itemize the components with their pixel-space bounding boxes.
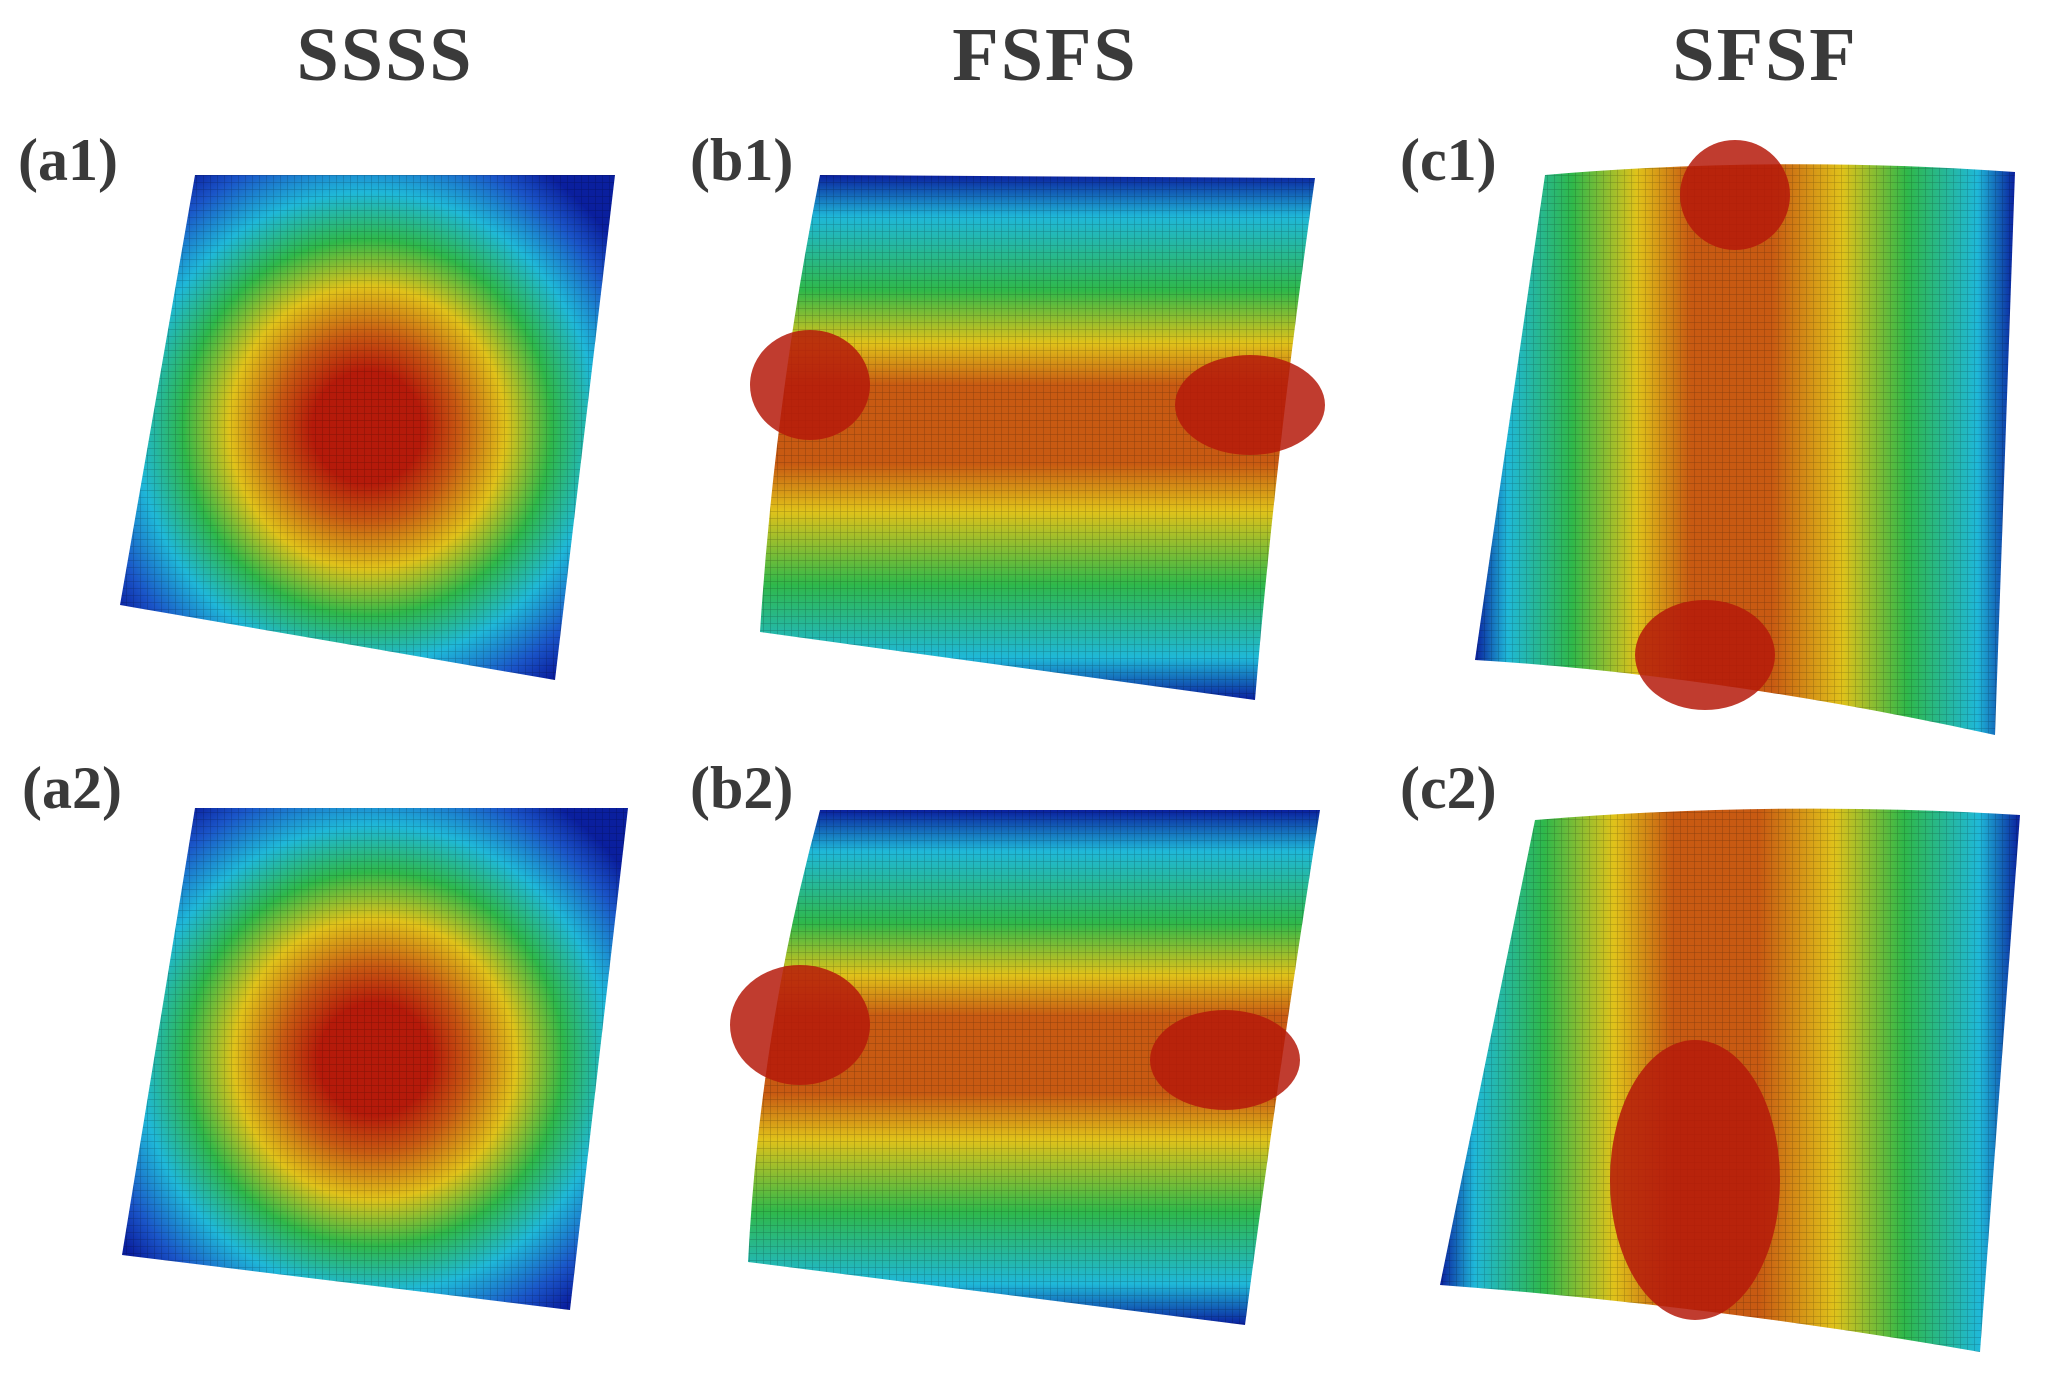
mode-shape-a1 (120, 175, 615, 680)
panel-label-b2: (b2) (690, 755, 793, 821)
mode-shape-c1 (1475, 140, 2015, 735)
mode-shape-b2 (730, 810, 1320, 1325)
mode-shape-b1 (750, 175, 1325, 700)
panel-label-c1: (c1) (1400, 127, 1497, 193)
panel-label-a1: (a1) (18, 127, 118, 193)
mode-shape-a2 (122, 808, 628, 1310)
column-title-sfsf: SFSF (1672, 13, 1857, 97)
panel-label-b1: (b1) (690, 127, 793, 193)
column-title-fsfs: FSFS (952, 13, 1137, 97)
mode-shape-c2 (1440, 808, 2020, 1352)
column-title-ssss: SSSS (296, 13, 473, 97)
panel-label-a2: (a2) (22, 755, 122, 821)
panel-label-c2: (c2) (1400, 755, 1497, 821)
